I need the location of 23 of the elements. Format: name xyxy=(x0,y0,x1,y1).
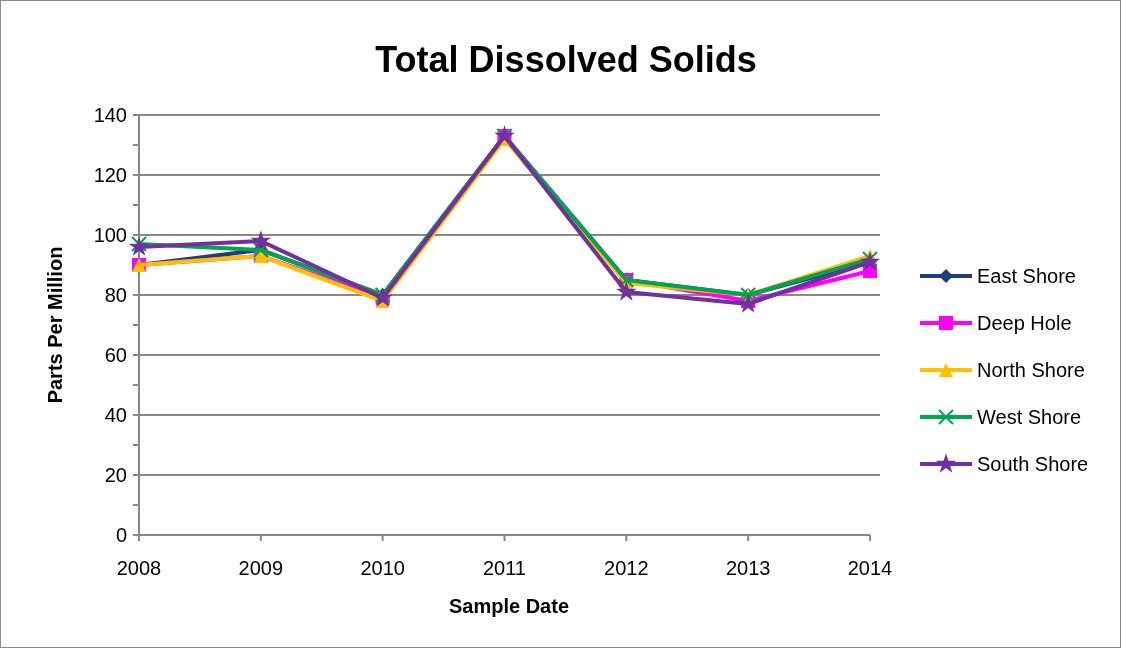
legend-label: West Shore xyxy=(977,406,1082,428)
x-tick-label: 2009 xyxy=(238,557,284,579)
x-tick-label: 2011 xyxy=(482,557,527,579)
x-tick-label: 2012 xyxy=(604,557,649,579)
y-tick-label: 40 xyxy=(104,404,127,426)
y-tick-label: 0 xyxy=(115,524,127,546)
legend-label: North Shore xyxy=(977,359,1085,381)
legend-label: Deep Hole xyxy=(977,312,1072,334)
x-axis-title: Sample Date xyxy=(448,595,570,617)
x-tick-label: 2013 xyxy=(725,557,771,579)
y-tick-label: 80 xyxy=(104,284,127,306)
x-tick-label: 2010 xyxy=(360,557,405,579)
y-tick-label: 140 xyxy=(93,104,127,126)
legend-label: South Shore xyxy=(977,453,1089,475)
y-axis-title: Parts Per Million xyxy=(44,246,66,404)
legend-label: East Shore xyxy=(977,265,1076,287)
y-tick-label: 60 xyxy=(104,344,127,366)
x-tick-label: 2008 xyxy=(116,557,162,579)
y-tick-label: 20 xyxy=(104,464,127,486)
y-tick-label: 120 xyxy=(93,164,127,186)
chart-title: Total Dissolved Solids xyxy=(375,39,757,80)
x-tick-label: 2014 xyxy=(847,557,893,579)
y-tick-label: 100 xyxy=(93,224,127,246)
